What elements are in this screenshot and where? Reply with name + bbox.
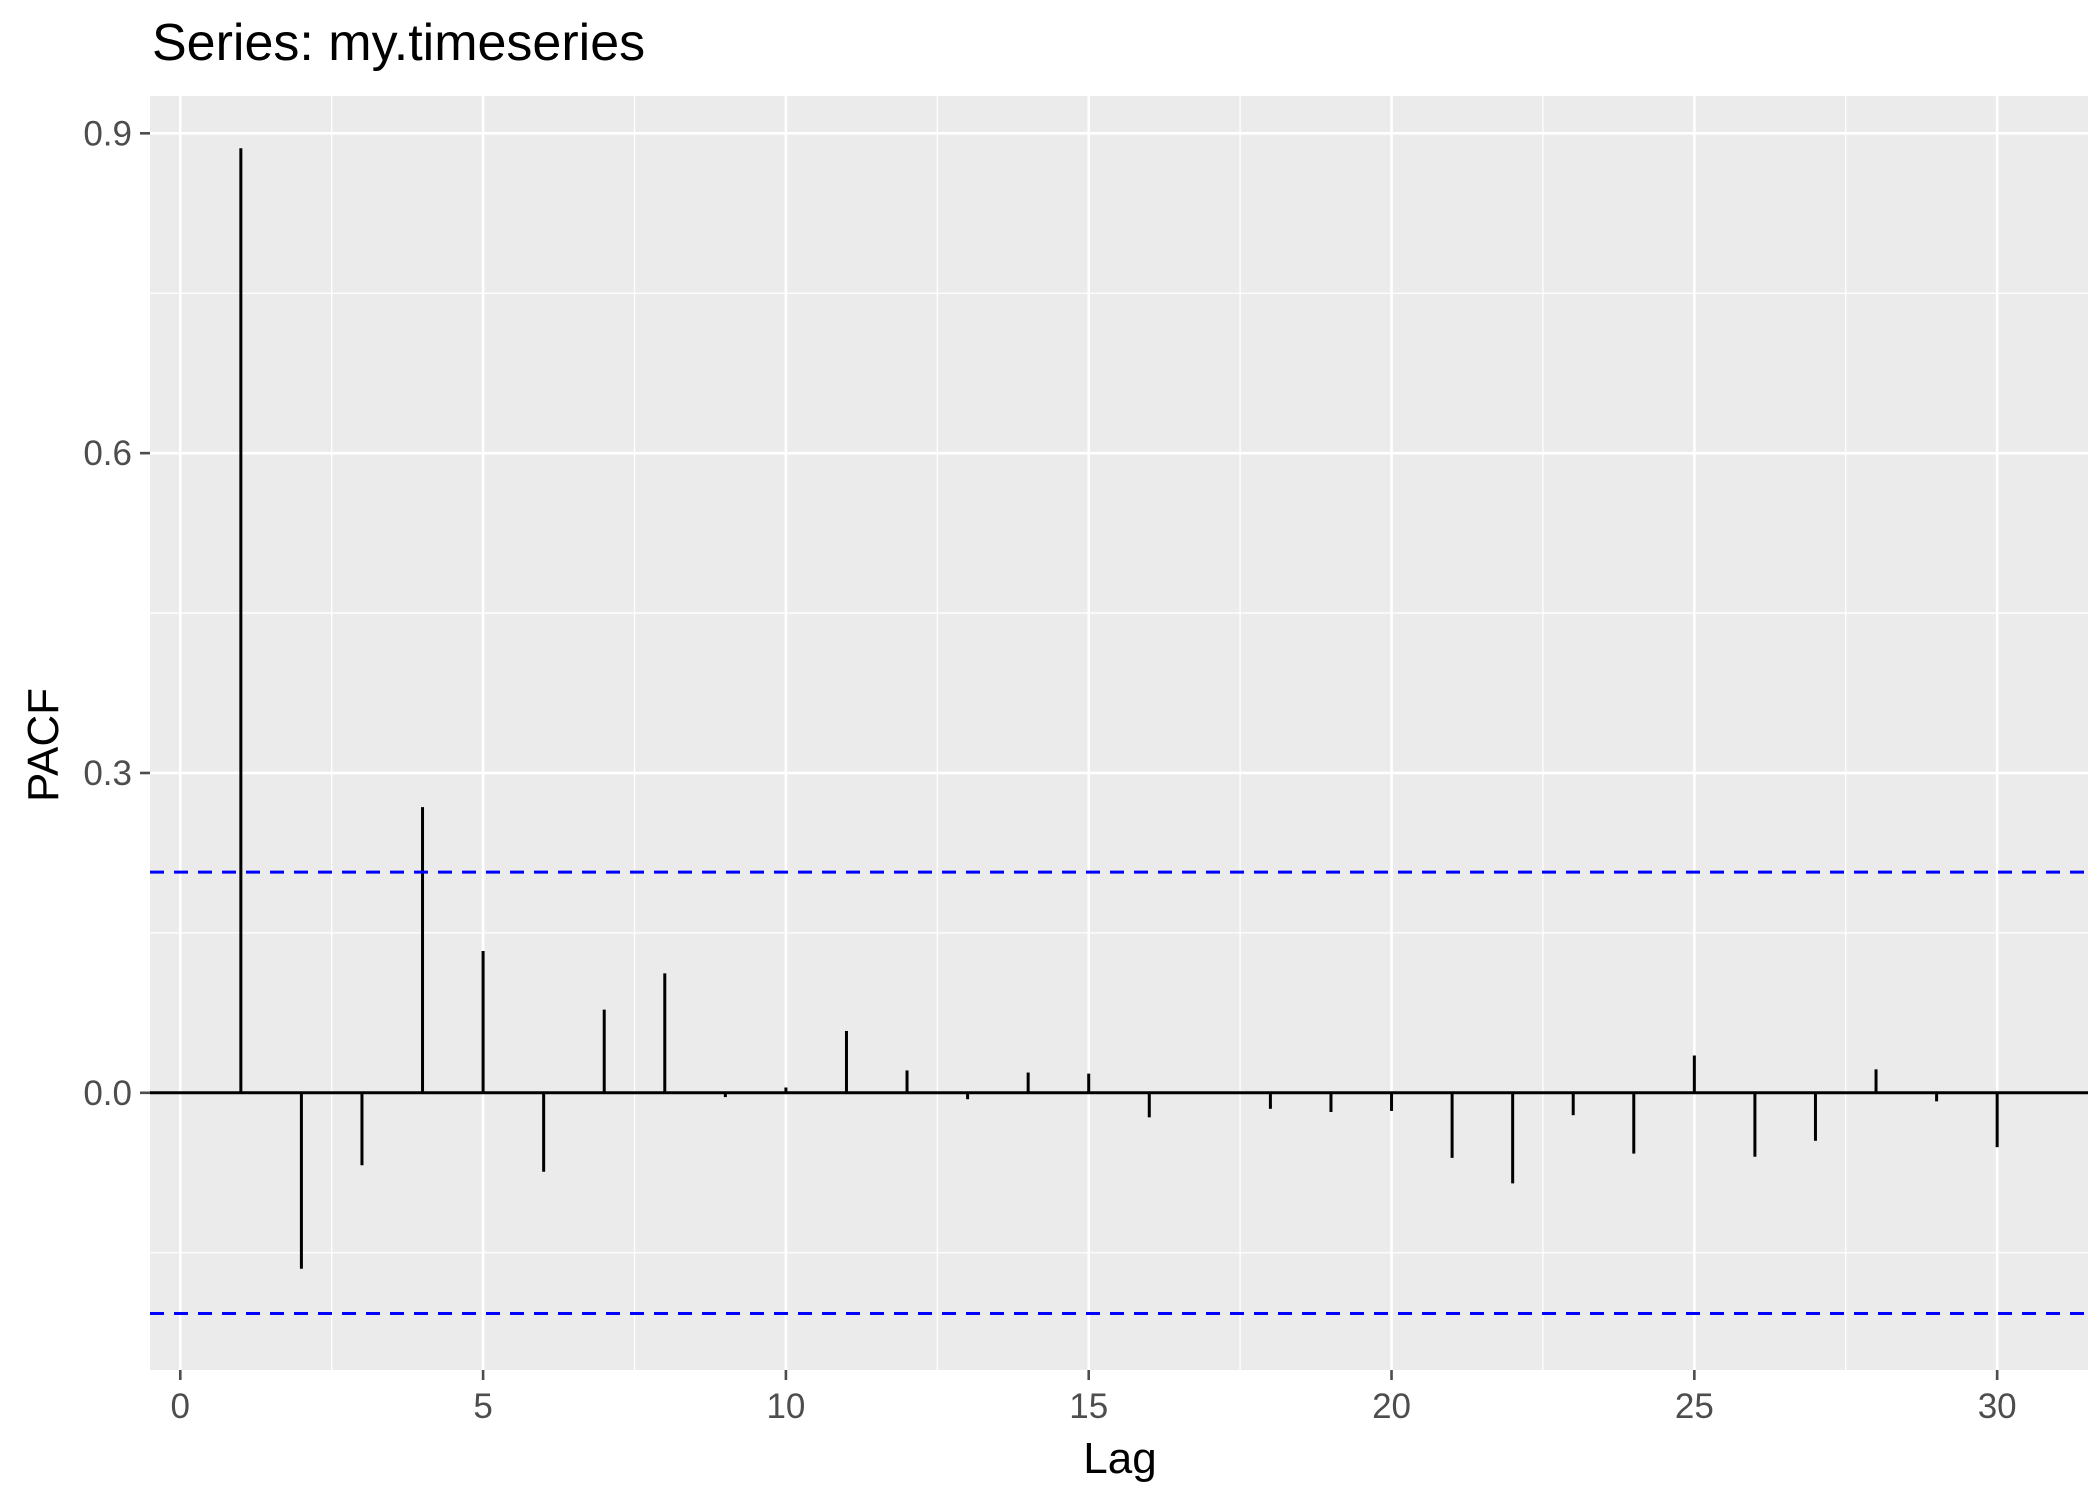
confidence-bounds <box>150 870 2088 1315</box>
pacf-bars <box>150 148 2088 1269</box>
x-tick-label: 20 <box>1372 1387 1411 1426</box>
y-tick-label: 0.6 <box>83 434 132 473</box>
plot-panel <box>150 96 2088 1370</box>
axes: 0.0 0.3 0.6 0.9 0 5 10 15 20 25 30 <box>83 114 2016 1426</box>
chart-title: Series: my.timeseries <box>152 14 645 72</box>
x-tick-label: 15 <box>1069 1387 1108 1426</box>
x-tick-label: 10 <box>766 1387 805 1426</box>
x-tick-label: 25 <box>1675 1387 1714 1426</box>
x-tick-label: 5 <box>473 1387 492 1426</box>
minor-gridlines <box>150 96 2088 1370</box>
y-axis-title: PACF <box>19 688 68 802</box>
x-tick-label: 0 <box>171 1387 190 1426</box>
x-tick-label: 30 <box>1978 1387 2017 1426</box>
y-tick-label: 0.0 <box>83 1074 132 1113</box>
y-tick-label: 0.9 <box>83 114 132 153</box>
x-axis-title: Lag <box>1083 1434 1156 1483</box>
y-tick-label: 0.3 <box>83 754 132 793</box>
